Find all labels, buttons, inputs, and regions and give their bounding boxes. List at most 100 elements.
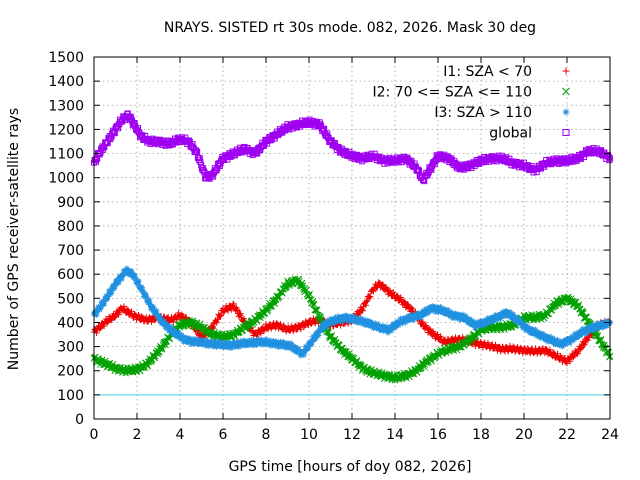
- data-point-i3: [421, 311, 428, 318]
- series-layer: [90, 110, 614, 384]
- data-point-i3: [446, 313, 453, 320]
- data-point-i3: [250, 342, 257, 349]
- data-point-i3: [546, 333, 553, 340]
- data-point-i3: [300, 351, 307, 358]
- data-point-i3: [412, 310, 419, 317]
- data-point-i3: [466, 317, 473, 324]
- data-point-i1: [114, 310, 121, 317]
- data-point-i3: [539, 331, 546, 338]
- data-point-i3: [596, 323, 603, 330]
- data-point-i3: [168, 326, 175, 333]
- data-point-i1: [387, 287, 394, 294]
- data-point-i3: [532, 326, 539, 333]
- data-point-global: [281, 127, 288, 134]
- data-point-i3: [202, 342, 209, 349]
- data-point-i3: [407, 317, 414, 324]
- data-point-i3: [603, 322, 610, 329]
- data-point-i3: [456, 312, 463, 319]
- data-point-i1: [217, 313, 224, 320]
- data-point-i3: [183, 334, 190, 341]
- data-point-i1: [120, 303, 127, 310]
- data-point-i3: [197, 338, 204, 345]
- data-point-i1: [584, 337, 591, 344]
- data-point-i3: [302, 348, 309, 355]
- y-tick-label: 600: [57, 267, 84, 283]
- data-point-i3: [157, 315, 164, 322]
- data-point-i3: [283, 344, 290, 351]
- data-point-i3: [172, 328, 179, 335]
- data-point-i1: [519, 350, 526, 357]
- data-point-i3: [524, 323, 531, 330]
- data-point-i3: [397, 315, 404, 322]
- data-point-i3: [392, 324, 399, 331]
- data-point-i1: [581, 341, 588, 348]
- data-point-i3: [180, 338, 187, 345]
- data-point-global: [200, 168, 207, 175]
- data-point-i2: [274, 292, 281, 300]
- data-point-i3: [132, 274, 139, 281]
- data-point-i3: [292, 344, 299, 351]
- data-point-i3: [96, 306, 103, 313]
- data-point-i3: [479, 322, 486, 329]
- data-point-global: [92, 157, 99, 164]
- data-point-i1: [240, 315, 247, 322]
- data-point-i3: [430, 303, 437, 310]
- data-point-i3: [97, 304, 104, 311]
- data-point-i3: [511, 314, 518, 321]
- data-point-i3: [200, 336, 207, 343]
- data-point-i3: [153, 307, 160, 314]
- data-point-i2: [150, 352, 158, 360]
- data-point-i2: [342, 348, 350, 355]
- data-point-i3: [579, 325, 586, 332]
- data-point-i1: [564, 360, 570, 367]
- data-point-i3: [463, 315, 470, 322]
- data-point-i3: [315, 332, 322, 339]
- data-point-i3: [589, 327, 596, 334]
- data-point-i3: [472, 324, 479, 331]
- data-point-i3: [492, 312, 499, 319]
- data-point-i3: [164, 322, 171, 329]
- data-point-i3: [467, 316, 474, 323]
- data-point-i3: [506, 309, 513, 316]
- data-point-i3: [437, 304, 444, 311]
- data-point-i3: [534, 333, 541, 340]
- data-point-i3: [104, 295, 111, 302]
- data-point-i3: [529, 326, 536, 333]
- data-point-global: [115, 125, 122, 132]
- data-point-i3: [162, 325, 169, 332]
- data-point-i3: [439, 309, 446, 316]
- data-point-i1: [367, 293, 374, 300]
- axis-ticks: 0 2 4 6 8 10 12 14 16 18 20 22 240100200300400500600…: [48, 50, 619, 443]
- data-point-i3: [280, 339, 287, 346]
- data-point-i1: [355, 310, 362, 317]
- x-tick-label: 16: [429, 427, 447, 443]
- data-point-i3: [570, 337, 577, 344]
- data-point-i3: [324, 317, 331, 324]
- data-point-i3: [232, 343, 239, 350]
- data-point-i3: [337, 318, 344, 325]
- data-point-i3: [161, 318, 168, 325]
- data-point-i3: [519, 324, 526, 331]
- y-tick-label: 1400: [48, 74, 84, 90]
- data-point-i3: [372, 320, 379, 327]
- data-point-i3: [193, 336, 200, 343]
- data-point-i1: [97, 324, 104, 331]
- data-point-i3: [213, 343, 220, 350]
- data-point-i3: [273, 338, 280, 345]
- data-point-global: [428, 166, 435, 173]
- data-point-i3: [452, 310, 459, 317]
- data-point-i3: [319, 325, 326, 332]
- data-point-i1: [268, 324, 275, 331]
- data-point-i2: [298, 279, 306, 287]
- data-point-i1: [233, 306, 240, 313]
- data-point-global: [107, 136, 114, 143]
- data-point-i1: [230, 300, 237, 307]
- data-point-i1: [237, 310, 244, 317]
- data-point-i1: [390, 289, 397, 296]
- data-point-i3: [223, 339, 230, 346]
- x-tick-label: 12: [343, 427, 361, 443]
- data-point-i3: [257, 341, 264, 348]
- data-point-i3: [253, 341, 260, 348]
- data-point-i3: [574, 333, 581, 340]
